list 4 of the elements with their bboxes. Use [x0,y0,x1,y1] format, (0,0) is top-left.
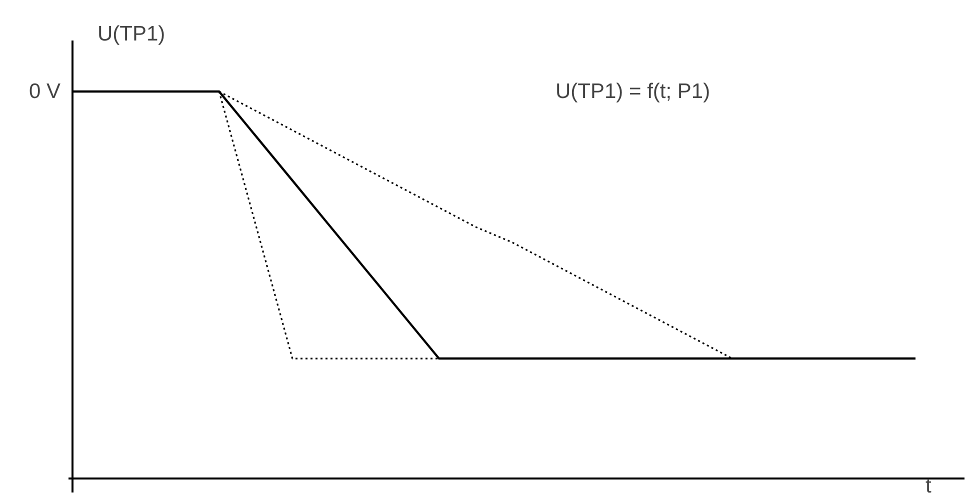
x-axis-title: t [926,474,932,498]
y-axis-title: U(TP1) [98,22,166,46]
text: 0 V [28,80,61,103]
annotation: U(TP1) = f(t; P1) [556,80,710,103]
